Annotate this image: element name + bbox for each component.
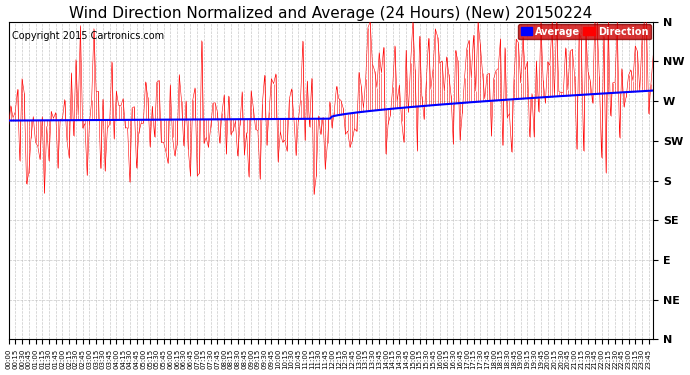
Legend: Average, Direction: Average, Direction bbox=[518, 24, 651, 39]
Text: Copyright 2015 Cartronics.com: Copyright 2015 Cartronics.com bbox=[12, 31, 164, 41]
Title: Wind Direction Normalized and Average (24 Hours) (New) 20150224: Wind Direction Normalized and Average (2… bbox=[69, 6, 593, 21]
